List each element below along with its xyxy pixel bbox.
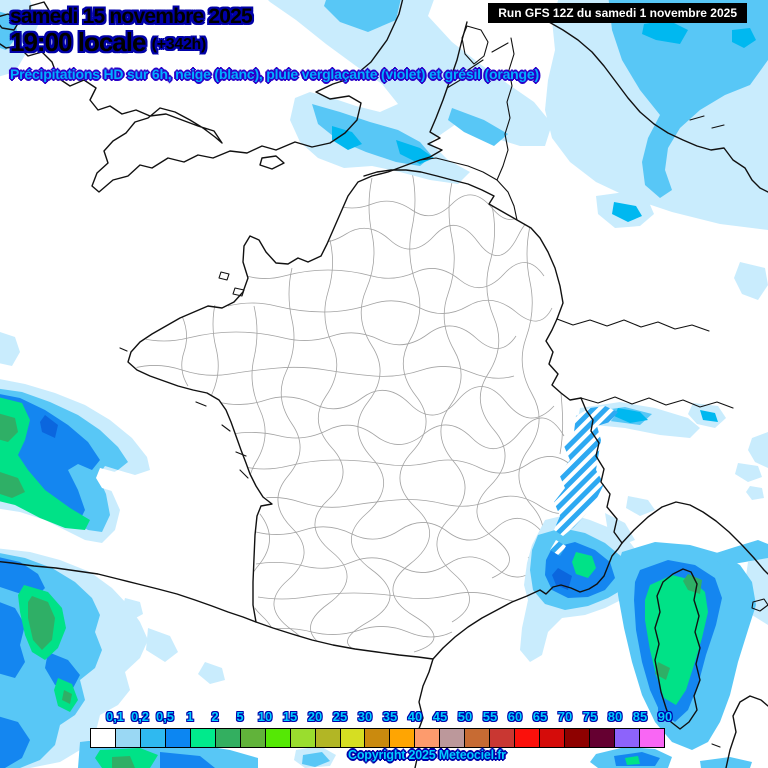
scale-label: 35 (382, 709, 398, 724)
scale-label: 5 (236, 709, 244, 724)
scale-cell (565, 729, 591, 747)
forecast-time: 19:00 locale (+342h) (10, 27, 252, 58)
scale-label: 30 (357, 709, 373, 724)
scale-label: 75 (582, 709, 598, 724)
forecast-time-label: 19:00 locale (10, 27, 146, 58)
scale-label: 60 (507, 709, 523, 724)
scale-cell (415, 729, 441, 747)
scale-label: 20 (307, 709, 323, 724)
scale-label: 0,1 (105, 709, 125, 724)
scale-cell (215, 729, 241, 747)
scale-cell (290, 729, 316, 747)
scale-cell (240, 729, 266, 747)
scale-label: 90 (657, 709, 673, 724)
forecast-title-block: samedi 15 novembre 2025 19:00 locale (+3… (10, 5, 253, 58)
departments-layer (133, 171, 581, 659)
scale-cell (365, 729, 391, 747)
scale-label: 70 (557, 709, 573, 724)
scale-cell (265, 729, 291, 747)
scale-cell (115, 729, 141, 747)
scale-label: 65 (532, 709, 548, 724)
scale-label: 15 (282, 709, 298, 724)
map-subtitle: Précipitations HD sur 6h, neige (blanc),… (10, 66, 539, 82)
precip-scale-bar (90, 728, 665, 748)
scale-label: 25 (332, 709, 348, 724)
scale-label: 10 (257, 709, 273, 724)
scale-cell (515, 729, 541, 747)
scale-cell (465, 729, 491, 747)
scale-cell (190, 729, 216, 747)
scale-cell (315, 729, 341, 747)
scale-cell (91, 729, 116, 747)
scale-cell (140, 729, 166, 747)
run-info-box: Run GFS 12Z du samedi 1 novembre 2025 (488, 3, 747, 23)
forecast-offset: (+342h) (151, 36, 207, 54)
scale-cell (390, 729, 416, 747)
scale-cell (165, 729, 191, 747)
snow-hatch-area (550, 406, 618, 556)
scale-label: 45 (432, 709, 448, 724)
forecast-date: samedi 15 novembre 2025 (10, 5, 253, 28)
scale-label: 1 (186, 709, 194, 724)
scale-label: 0,5 (155, 709, 175, 724)
scale-label: 55 (482, 709, 498, 724)
scale-cell (490, 729, 516, 747)
scale-label: 2 (211, 709, 219, 724)
copyright-label: Copyright 2025 Meteociel.fr (348, 748, 506, 762)
scale-label: 50 (457, 709, 473, 724)
scale-label: 80 (607, 709, 623, 724)
scale-cell (440, 729, 466, 747)
scale-label: 0,2 (130, 709, 150, 724)
scale-cell (540, 729, 566, 747)
scale-label: 40 (407, 709, 423, 724)
scale-cell (590, 729, 616, 747)
scale-label: 85 (632, 709, 648, 724)
scale-cell (639, 729, 664, 747)
scale-cell (340, 729, 366, 747)
precip-scale-labels: 0,1 0,2 0,5 1 2 5 10 15 20 25 30 35 40 45 50 55 60 65 70 75… (90, 709, 672, 726)
scale-cell (615, 729, 640, 747)
